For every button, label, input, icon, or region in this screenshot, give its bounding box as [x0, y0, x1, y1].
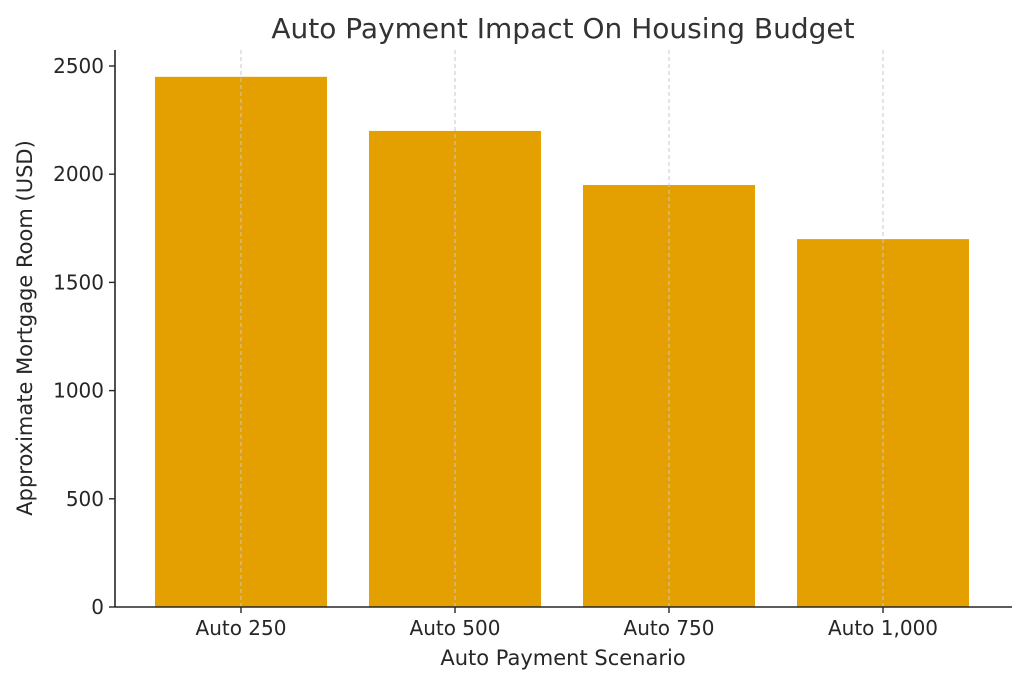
x-axis-label: Auto Payment Scenario — [440, 646, 685, 670]
y-tick-label: 500 — [66, 487, 104, 511]
y-tick-label: 2500 — [53, 54, 104, 78]
x-tick-label: Auto 500 — [410, 616, 501, 640]
y-tick-label: 1500 — [53, 270, 104, 294]
x-tick-label: Auto 250 — [196, 616, 287, 640]
x-tick-label: Auto 750 — [624, 616, 715, 640]
chart-title: Auto Payment Impact On Housing Budget — [271, 12, 854, 45]
y-tick-label: 1000 — [53, 379, 104, 403]
y-axis-label: Approximate Mortgage Room (USD) — [13, 140, 37, 516]
y-tick-label: 0 — [91, 595, 104, 619]
x-tick-label: Auto 1,000 — [828, 616, 938, 640]
y-tick-label: 2000 — [53, 162, 104, 186]
